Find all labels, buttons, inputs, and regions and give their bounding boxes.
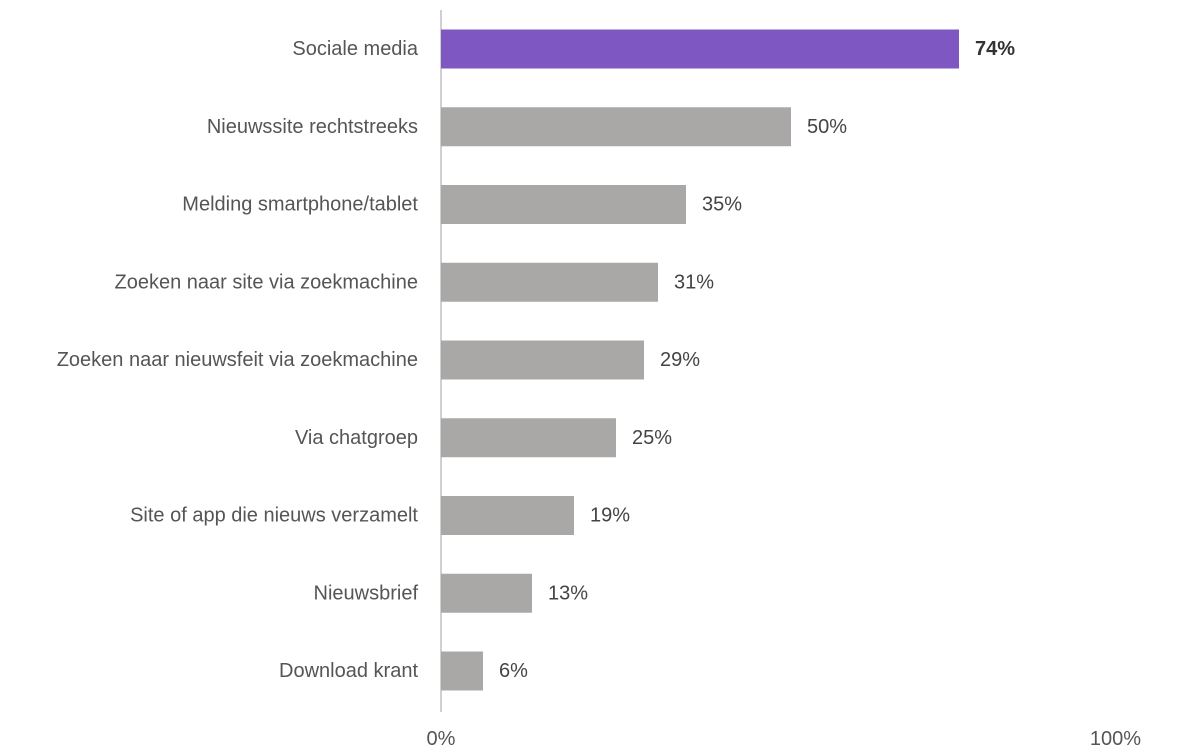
data-label: 19% [590,505,630,527]
data-label: 25% [632,427,672,449]
bar [441,107,791,147]
bar [441,340,644,380]
data-label: 29% [660,349,700,371]
category-label: Zoeken naar nieuwsfeit via zoekmachine [57,349,418,371]
category-label: Site of app die nieuws verzamelt [130,505,418,527]
bar [441,185,686,224]
bar [441,573,532,613]
category-label: Sociale media [292,38,419,60]
x-tick-label: 0% [427,728,456,750]
bar [441,651,483,691]
bar [441,496,574,535]
category-label: Download krant [279,660,418,682]
category-label: Nieuwsbrief [314,582,419,604]
category-label: Zoeken naar site via zoekmachine [115,271,419,293]
data-label: 13% [548,582,588,604]
data-label: 50% [807,116,847,138]
bar [441,29,959,69]
category-label: Nieuwssite rechtstreeks [207,116,418,138]
data-label: 31% [674,271,714,293]
bar [441,418,616,458]
bar [441,262,658,302]
category-label: Via chatgroep [295,427,418,449]
category-label: Melding smartphone/tablet [182,194,418,216]
x-tick-label: 100% [1090,728,1141,750]
data-label: 6% [499,660,528,682]
data-label: 74% [975,38,1015,60]
data-label: 35% [702,194,742,216]
